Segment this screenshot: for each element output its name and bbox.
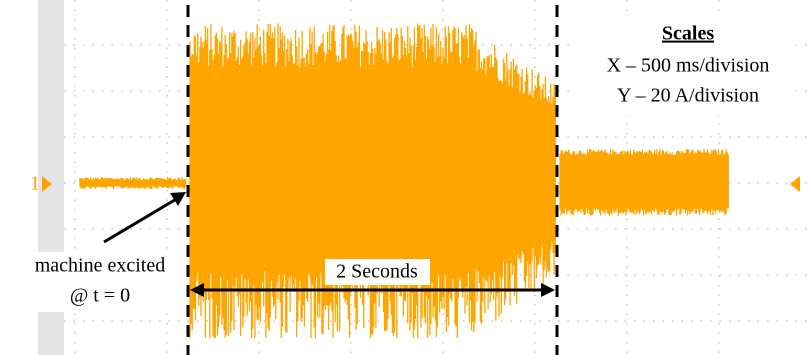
excited-label: machine excited [35,255,166,277]
scales-title: Scales [662,23,714,45]
channel-label: 1 [30,173,40,195]
scale-y: Y – 20 A/division [617,85,759,107]
time-label: @ t = 0 [70,285,130,307]
scale-x: X – 500 ms/division [607,55,770,77]
duration-label: 2 Seconds [336,261,418,283]
screenshot: 1 2 Seconds machine excited @ t = 0 Scal… [0,0,811,355]
